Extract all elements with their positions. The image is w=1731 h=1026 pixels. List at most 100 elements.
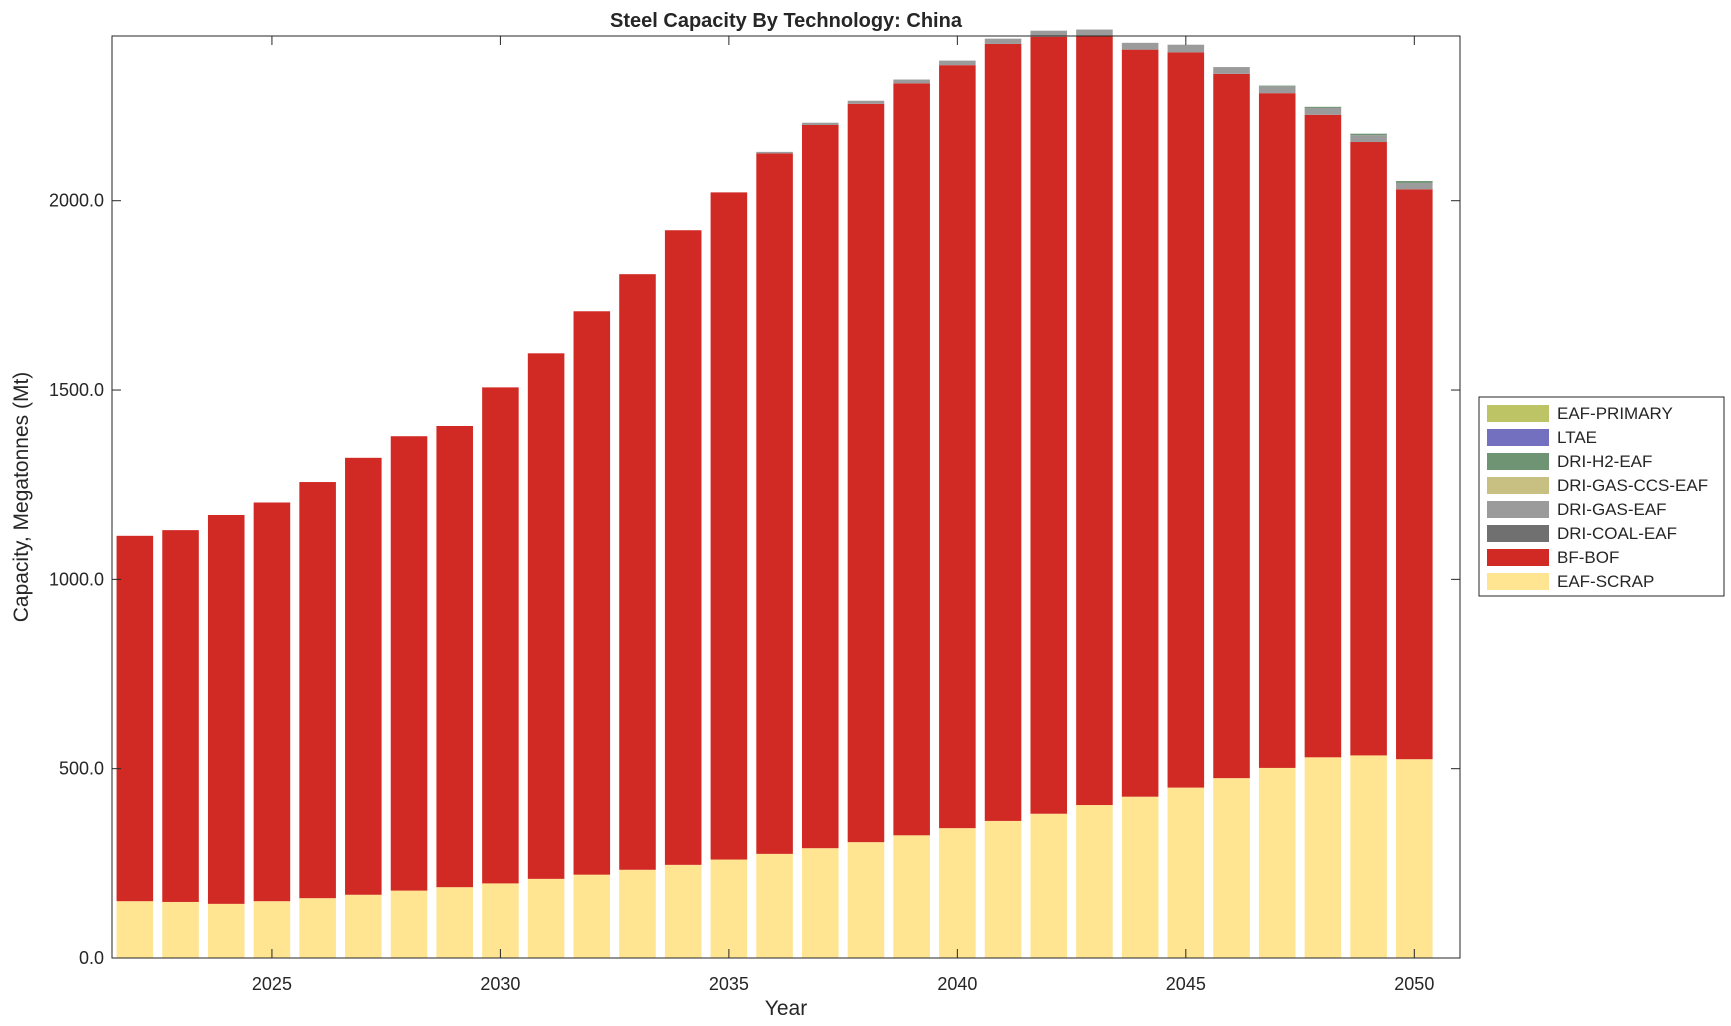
legend: EAF-PRIMARY LTAE DRI-H2-EAF DRI-GAS-CCS-EAF… <box>1478 396 1725 597</box>
legend-swatch-dri-coal-eaf <box>1487 525 1549 542</box>
bar-segment-eaf-scrap-2026 <box>299 898 336 958</box>
legend-swatch-eaf-scrap <box>1487 573 1549 590</box>
legend-label-eaf-primary: EAF-PRIMARY <box>1557 404 1673 423</box>
bar-segment-eaf-scrap-2033 <box>619 869 656 958</box>
y-tick-label: 0.0 <box>79 948 104 968</box>
legend-label-dri-gas-eaf: DRI-GAS-EAF <box>1557 500 1667 519</box>
bar-segment-bf-bof-2046 <box>1213 73 1250 779</box>
bar-segment-eaf-scrap-2036 <box>756 853 793 958</box>
bar-segment-eaf-scrap-2044 <box>1121 796 1159 958</box>
bar-segment-eaf-scrap-2039 <box>893 835 930 958</box>
bar-segment-eaf-scrap-2022 <box>116 901 154 958</box>
bar-segment-dri-gas-eaf-2036 <box>756 151 793 154</box>
bar-segment-bf-bof-2041 <box>984 43 1022 821</box>
bar-segment-eaf-scrap-2040 <box>939 828 976 958</box>
ticks-layer: 2025 2030 2035 2040 2045 2050 0.0 500.0 1000.0 15… <box>49 36 1460 994</box>
legend-swatch-ltae <box>1487 429 1549 446</box>
legend-label-bf-bof: BF-BOF <box>1557 548 1619 567</box>
bar-segment-bf-bof-2033 <box>619 274 656 870</box>
bar-segment-eaf-scrap-2043 <box>1076 805 1113 958</box>
bar-segment-bf-bof-2025 <box>253 502 291 902</box>
bar-segment-dri-gas-eaf-2040 <box>939 60 976 66</box>
bar-segment-bf-bof-2044 <box>1121 49 1159 797</box>
legend-label-dri-coal-eaf: DRI-COAL-EAF <box>1557 524 1677 543</box>
bar-segment-bf-bof-2047 <box>1258 93 1296 768</box>
bar-segment-dri-gas-eaf-2049 <box>1350 135 1387 143</box>
bar-segment-bf-bof-2042 <box>1030 36 1068 814</box>
bar-segment-bf-bof-2029 <box>436 426 473 888</box>
bar-segment-eaf-scrap-2035 <box>710 859 748 958</box>
bar-segment-bf-bof-2038 <box>847 103 885 843</box>
bar-segment-bf-bof-2031 <box>527 353 565 879</box>
bar-segment-dri-gas-eaf-2043 <box>1076 29 1113 37</box>
bar-segment-dri-gas-eaf-2044 <box>1121 42 1159 50</box>
bar-segment-bf-bof-2032 <box>573 311 611 875</box>
x-tick-label: 2025 <box>252 974 292 994</box>
y-axis-label: Capacity, Megatonnes (Mt) <box>10 372 33 623</box>
bar-segment-dri-gas-eaf-2047 <box>1258 86 1296 94</box>
bar-segment-bf-bof-2048 <box>1304 114 1342 758</box>
bar-segment-bf-bof-2049 <box>1350 142 1387 756</box>
bar-segment-eaf-scrap-2037 <box>801 848 839 958</box>
bar-segment-eaf-scrap-2045 <box>1167 787 1205 958</box>
bar-segment-bf-bof-2028 <box>390 436 428 891</box>
bar-segment-dri-h2-eaf-2048 <box>1304 106 1342 108</box>
x-tick-label: 2030 <box>480 974 520 994</box>
bar-segment-bf-bof-2037 <box>801 124 839 849</box>
x-tick-label: 2040 <box>937 974 977 994</box>
bar-segment-dri-h2-eaf-2049 <box>1350 133 1387 136</box>
bar-segment-bf-bof-2043 <box>1076 36 1113 806</box>
legend-swatch-dri-gas-ccs-eaf <box>1487 477 1549 494</box>
bar-segment-eaf-scrap-2023 <box>162 901 199 958</box>
legend-label-ltae: LTAE <box>1557 428 1597 447</box>
bar-segment-bf-bof-2026 <box>299 482 336 899</box>
bar-segment-dri-gas-eaf-2048 <box>1304 107 1342 115</box>
bar-segment-eaf-scrap-2049 <box>1350 755 1387 958</box>
bar-segment-eaf-scrap-2032 <box>573 874 611 958</box>
bar-segment-dri-gas-eaf-2039 <box>893 79 930 84</box>
bar-segment-eaf-scrap-2050 <box>1396 759 1433 958</box>
bar-segment-eaf-scrap-2024 <box>207 903 245 958</box>
bar-segment-dri-h2-eaf-2050 <box>1396 181 1433 183</box>
bar-segment-eaf-scrap-2027 <box>345 894 382 958</box>
y-tick-label: 1500.0 <box>49 380 104 400</box>
y-tick-label: 2000.0 <box>49 191 104 211</box>
legend-swatch-eaf-primary <box>1487 405 1549 422</box>
bar-segment-bf-bof-2027 <box>345 457 382 895</box>
bar-segment-dri-gas-eaf-2046 <box>1213 67 1250 74</box>
bar-segment-dri-gas-eaf-2050 <box>1396 182 1433 190</box>
bar-segment-dri-gas-eaf-2038 <box>847 100 885 104</box>
legend-swatch-dri-gas-eaf <box>1487 501 1549 518</box>
bars-layer <box>116 29 1433 958</box>
legend-label-dri-gas-ccs-eaf: DRI-GAS-CCS-EAF <box>1557 476 1708 495</box>
y-tick-label: 1000.0 <box>49 569 104 589</box>
bar-segment-eaf-scrap-2042 <box>1030 813 1068 958</box>
legend-items: EAF-PRIMARY LTAE DRI-H2-EAF DRI-GAS-CCS-EAF… <box>1487 404 1708 591</box>
bar-segment-dri-gas-eaf-2045 <box>1167 44 1205 53</box>
bar-segment-bf-bof-2034 <box>664 230 702 865</box>
bar-segment-dri-gas-eaf-2041 <box>984 38 1022 44</box>
bar-segment-bf-bof-2050 <box>1396 189 1433 760</box>
legend-swatch-bf-bof <box>1487 549 1549 566</box>
bar-segment-bf-bof-2022 <box>116 535 154 902</box>
bar-segment-bf-bof-2040 <box>939 65 976 829</box>
bar-segment-eaf-scrap-2025 <box>253 901 291 958</box>
bar-segment-eaf-scrap-2034 <box>664 864 702 958</box>
bar-segment-eaf-scrap-2028 <box>390 890 428 958</box>
bar-segment-eaf-scrap-2046 <box>1213 778 1250 958</box>
bar-segment-eaf-scrap-2029 <box>436 887 473 958</box>
bar-segment-eaf-scrap-2048 <box>1304 757 1342 958</box>
x-tick-label: 2035 <box>709 974 749 994</box>
bar-segment-bf-bof-2045 <box>1167 52 1205 788</box>
x-tick-label: 2045 <box>1166 974 1206 994</box>
bar-segment-dri-gas-eaf-2037 <box>801 122 839 125</box>
bar-segment-eaf-scrap-2038 <box>847 842 885 958</box>
bar-segment-bf-bof-2035 <box>710 192 748 860</box>
bar-segment-bf-bof-2036 <box>756 153 793 854</box>
bar-segment-dri-h2-eaf-2047 <box>1258 85 1296 87</box>
bar-segment-bf-bof-2023 <box>162 530 199 902</box>
bar-segment-eaf-scrap-2047 <box>1258 767 1296 958</box>
x-axis-label: Year <box>765 997 807 1020</box>
